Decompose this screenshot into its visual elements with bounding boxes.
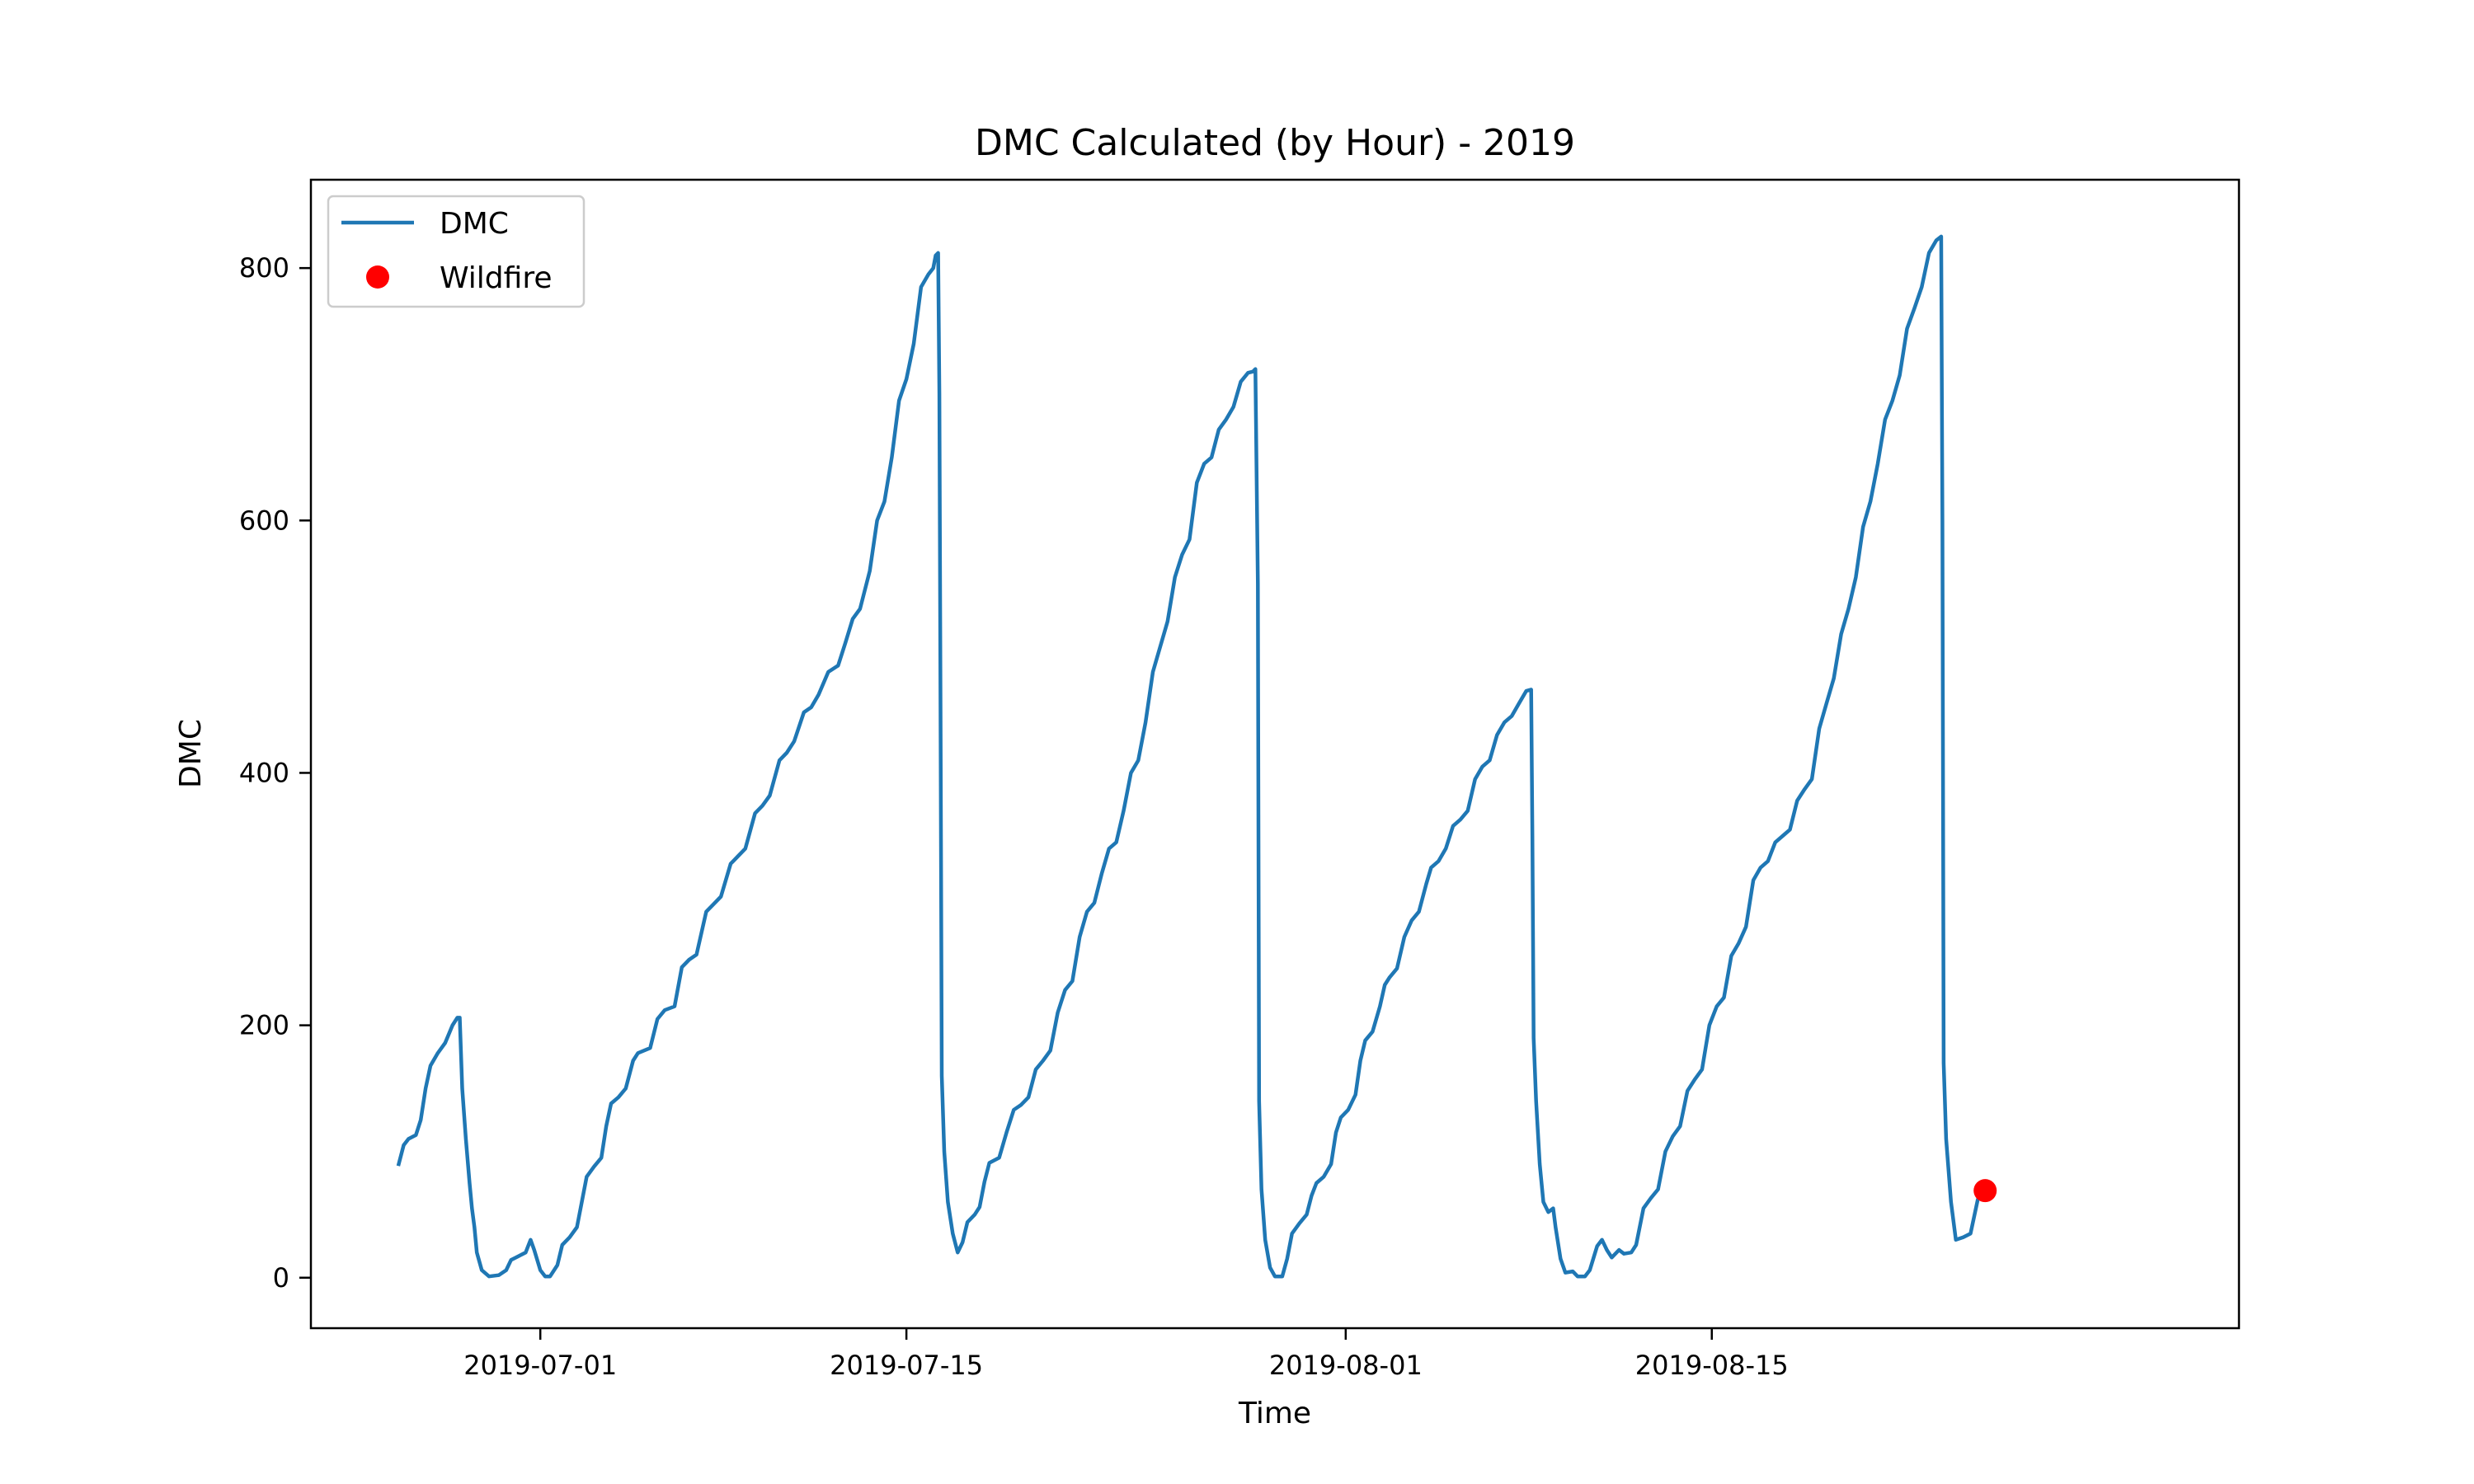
x-tick-label: 2019-08-01	[1269, 1350, 1423, 1381]
x-axis-ticks: 2019-07-01 2019-07-15 2019-08-01 2019-08-15	[463, 1328, 1789, 1381]
x-tick-label: 2019-07-01	[463, 1350, 617, 1381]
wildfire-point	[1973, 1179, 1997, 1203]
axes-frame	[309, 178, 2241, 1330]
legend-wildfire-label: Wildfire	[440, 261, 553, 295]
y-tick-label: 200	[239, 1010, 289, 1041]
y-tick-label: 600	[239, 505, 289, 536]
x-axis-label: Time	[1238, 1397, 1311, 1430]
plot-area	[396, 234, 1997, 1279]
legend-dmc-label: DMC	[440, 207, 509, 241]
legend-wildfire-marker	[366, 265, 389, 289]
chart-title: DMC Calculated (by Hour) - 2019	[975, 122, 1575, 164]
y-tick-label: 400	[239, 757, 289, 788]
y-axis-label: DMC	[174, 719, 208, 788]
series-dmc	[396, 234, 1986, 1279]
dmc-line	[396, 234, 1986, 1279]
legend: DMC Wildfire	[327, 195, 586, 308]
y-axis-ticks: 0 200 400 600 800	[239, 252, 311, 1294]
y-tick-label: 800	[239, 252, 289, 284]
x-tick-label: 2019-08-15	[1635, 1350, 1789, 1381]
x-tick-label: 2019-07-15	[830, 1350, 983, 1381]
y-tick-label: 0	[273, 1262, 289, 1294]
series-wildfire	[1973, 1179, 1997, 1203]
